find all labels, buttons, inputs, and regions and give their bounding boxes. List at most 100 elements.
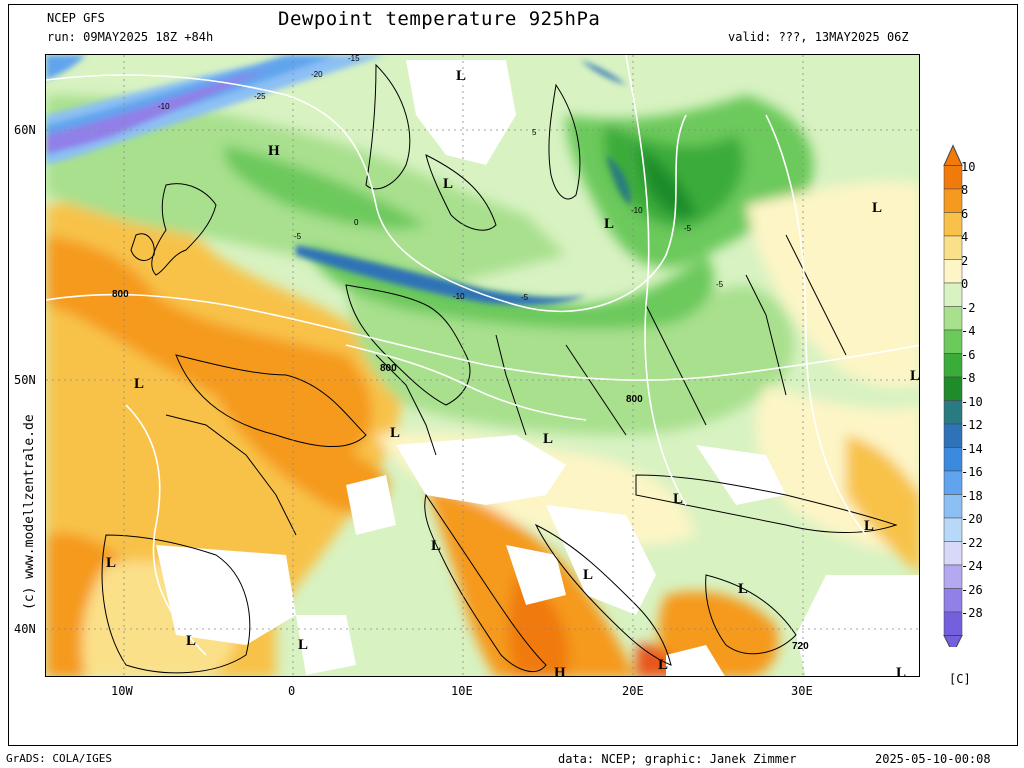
low-marker: L — [298, 637, 308, 653]
colorbar-tick-label: -20 — [961, 512, 983, 527]
pressure-label: 720 — [792, 641, 809, 652]
contour-label: -5 — [294, 232, 302, 241]
low-marker: L — [186, 633, 196, 649]
colorbar-swatch — [943, 400, 963, 425]
contour-label: -10 — [158, 102, 170, 111]
low-marker: L — [543, 431, 553, 447]
map-canvas: L H L L L L L L L L L L L L L L L L H L … — [46, 55, 920, 677]
colorbar-tick-label: -16 — [961, 465, 983, 480]
colorbar-tick-label: 8 — [961, 183, 969, 198]
colorbar-tick-label: 6 — [961, 206, 969, 221]
low-marker: L — [106, 555, 116, 571]
figure-frame — [8, 4, 1018, 746]
lon-label-20e: 20E — [622, 684, 644, 698]
lon-label-10e: 10E — [451, 684, 473, 698]
watermark: (c) www.modellzentrale.de — [22, 414, 37, 610]
low-marker: L — [390, 425, 400, 441]
colorbar-swatch — [943, 212, 963, 237]
contour-labels: -10 -25 -20 -15 -5 -10 -5 -10 -5 -5 5 0 — [158, 55, 724, 302]
lat-label-50n: 50N — [14, 373, 36, 387]
contour-label: -5 — [521, 293, 529, 302]
contour-label: -25 — [254, 92, 266, 101]
contour-label: -20 — [311, 70, 323, 79]
low-marker: L — [431, 538, 441, 554]
low-marker: L — [673, 491, 683, 507]
colorbar-tick-label: -26 — [961, 582, 983, 597]
colorbar-tick-label: -12 — [961, 418, 983, 433]
low-marker: L — [456, 68, 466, 84]
colorbar-swatch — [943, 494, 963, 519]
low-marker: L — [443, 176, 453, 192]
colorbar-unit: [C] — [949, 672, 971, 686]
colorbar-tick-label: 4 — [961, 230, 969, 245]
colorbar-strip — [943, 144, 963, 655]
pressure-labels: 800 800 800 720 — [112, 289, 809, 652]
colorbar-swatch — [943, 306, 963, 331]
lon-label-0: 0 — [288, 684, 296, 698]
colorbar-swatch — [943, 470, 963, 495]
low-marker: L — [910, 368, 920, 384]
colorbar-swatch — [943, 564, 963, 589]
contour-label: 0 — [354, 218, 359, 227]
lon-label-10w: 10W — [111, 684, 133, 698]
colorbar-swatch — [943, 447, 963, 472]
colorbar-tick-label: -28 — [961, 606, 983, 621]
colorbar-tick-label: -6 — [961, 347, 976, 362]
colorbar-tick-label: -14 — [961, 441, 983, 456]
colorbar-tick-label: 2 — [961, 253, 969, 268]
dewpoint-map: L H L L L L L L L L L L L L L L L L H L … — [45, 54, 920, 677]
valid-label: valid: ???, 13MAY2025 06Z — [728, 30, 909, 44]
colorbar-min-arrow — [943, 635, 963, 655]
colorbar-swatch — [943, 282, 963, 307]
colorbar-swatch — [943, 329, 963, 354]
pressure-label: 800 — [380, 363, 397, 374]
low-marker: L — [583, 567, 593, 583]
colorbar — [943, 135, 963, 655]
colorbar-swatch — [943, 423, 963, 448]
model-label: NCEP GFS — [47, 11, 105, 25]
colorbar-tick-label: -18 — [961, 488, 983, 503]
low-marker: L — [738, 581, 748, 597]
lat-label-40n: 40N — [14, 622, 36, 636]
pressure-label: 800 — [112, 289, 129, 300]
map-title: Dewpoint temperature 925hPa — [278, 8, 601, 30]
run-label: run: 09MAY2025 18Z +84h — [47, 30, 214, 44]
colorbar-swatch — [943, 611, 963, 636]
low-marker: L — [872, 200, 882, 216]
contour-label: -10 — [453, 292, 465, 301]
colorbar-max-arrow — [943, 144, 963, 166]
low-marker: L — [896, 665, 906, 677]
low-marker: L — [864, 518, 874, 534]
high-marker: H — [554, 665, 566, 677]
colorbar-swatch — [943, 376, 963, 401]
colorbar-tick-label: -22 — [961, 535, 983, 550]
pressure-label: 800 — [626, 394, 643, 405]
lon-label-30e: 30E — [791, 684, 813, 698]
colorbar-swatch — [943, 353, 963, 378]
footer-software: GrADS: COLA/IGES — [6, 752, 112, 765]
colorbar-swatch — [943, 588, 963, 613]
coastlines — [101, 63, 898, 674]
footer-timestamp: 2025-05-10-00:08 — [875, 752, 991, 766]
contour-label: -10 — [631, 206, 643, 215]
high-marker: H — [268, 143, 280, 159]
low-marker: L — [658, 657, 668, 673]
contour-label: 5 — [532, 128, 537, 137]
colorbar-swatch — [943, 541, 963, 566]
low-marker: L — [604, 216, 614, 232]
low-marker: L — [134, 376, 144, 392]
colorbar-swatch — [943, 188, 963, 213]
colorbar-tick-label: -4 — [961, 324, 976, 339]
contour-label: -5 — [716, 280, 724, 289]
colorbar-tick-label: 0 — [961, 277, 969, 292]
colorbar-swatch — [943, 165, 963, 190]
masked-terrain — [156, 60, 919, 676]
contour-label: -15 — [348, 55, 360, 63]
graticule — [46, 55, 919, 676]
height-contours — [46, 55, 919, 656]
colorbar-tick-label: -2 — [961, 300, 976, 315]
pressure-centers: L H L L L L L L L L L L L L L L L L H L — [106, 68, 920, 677]
colorbar-tick-label: -24 — [961, 559, 983, 574]
colorbar-swatch — [943, 259, 963, 284]
colorbar-tick-label: 10 — [961, 159, 976, 174]
